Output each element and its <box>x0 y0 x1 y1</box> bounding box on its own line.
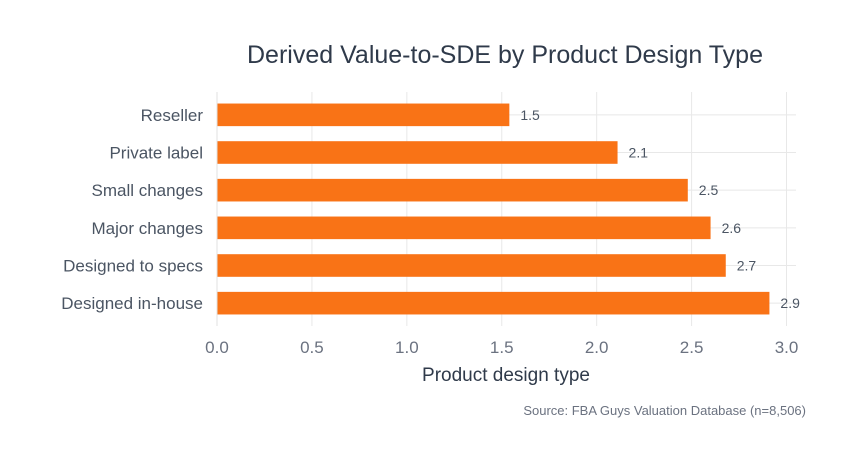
x-tick-label: 1.5 <box>490 338 514 357</box>
bar <box>217 178 688 202</box>
data-label: 2.6 <box>722 220 742 236</box>
bar <box>217 254 726 277</box>
bar <box>217 103 510 127</box>
category-label: Designed in-house <box>61 294 203 313</box>
category-label: Designed to specs <box>63 257 203 276</box>
bar <box>217 291 770 315</box>
category-label: Small changes <box>91 181 203 200</box>
x-tick-label: 3.0 <box>775 338 799 357</box>
chart-title: Derived Value-to-SDE by Product Design T… <box>247 41 763 69</box>
category-label: Major changes <box>91 219 203 238</box>
data-label: 2.7 <box>737 258 757 274</box>
bar <box>217 216 711 240</box>
bar <box>217 141 618 164</box>
x-tick-label: 1.0 <box>395 338 419 357</box>
x-tick-label: 2.0 <box>585 338 609 357</box>
data-label: 2.9 <box>780 295 800 311</box>
data-label: 1.5 <box>520 107 540 123</box>
x-tick-label: 2.5 <box>680 338 704 357</box>
x-tick-label: 0.5 <box>300 338 324 357</box>
data-label: 2.5 <box>699 182 719 198</box>
x-tick-label: 0.0 <box>205 338 229 357</box>
plot-area: 0.0 0.5 1.0 1.5 2.0 2.5 3.0 Reseller 1.5 Private … <box>61 92 800 357</box>
x-axis-title: Product design type <box>422 365 590 386</box>
category-label: Reseller <box>141 106 204 125</box>
category-label: Private label <box>109 144 203 163</box>
data-label: 2.1 <box>629 145 649 161</box>
source-note: Source: FBA Guys Valuation Database (n=8… <box>523 403 806 418</box>
